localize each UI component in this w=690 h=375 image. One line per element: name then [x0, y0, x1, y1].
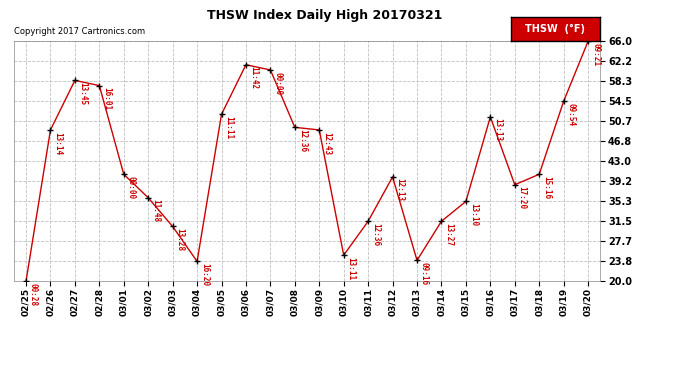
Text: 00:28: 00:28 [29, 283, 38, 306]
Text: 09:54: 09:54 [566, 103, 575, 126]
Text: 09:21: 09:21 [591, 43, 600, 66]
Text: 17:20: 17:20 [518, 186, 526, 209]
Text: 13:45: 13:45 [78, 82, 87, 105]
Text: 15:16: 15:16 [542, 176, 551, 199]
Text: 12:43: 12:43 [322, 132, 331, 154]
Text: 13:10: 13:10 [469, 203, 478, 226]
Text: 13:13: 13:13 [493, 118, 502, 142]
Text: 13:27: 13:27 [444, 223, 453, 246]
Text: 13:11: 13:11 [346, 257, 355, 280]
Text: 13:14: 13:14 [53, 132, 62, 154]
Text: 11:48: 11:48 [151, 200, 160, 222]
Text: 00:00: 00:00 [273, 72, 282, 94]
Text: 09:16: 09:16 [420, 262, 429, 285]
Text: 11:11: 11:11 [224, 116, 233, 139]
Text: 13:28: 13:28 [175, 228, 185, 251]
Text: 16:20: 16:20 [200, 263, 209, 286]
Text: 12:36: 12:36 [371, 223, 380, 246]
Text: 00:00: 00:00 [127, 176, 136, 199]
Text: 11:42: 11:42 [249, 66, 258, 89]
Text: 16:01: 16:01 [102, 87, 111, 110]
Text: 12:36: 12:36 [298, 129, 307, 152]
Text: Copyright 2017 Cartronics.com: Copyright 2017 Cartronics.com [14, 27, 145, 36]
Text: 12:13: 12:13 [395, 178, 404, 202]
Text: THSW Index Daily High 20170321: THSW Index Daily High 20170321 [206, 9, 442, 22]
Text: THSW  (°F): THSW (°F) [526, 24, 585, 34]
